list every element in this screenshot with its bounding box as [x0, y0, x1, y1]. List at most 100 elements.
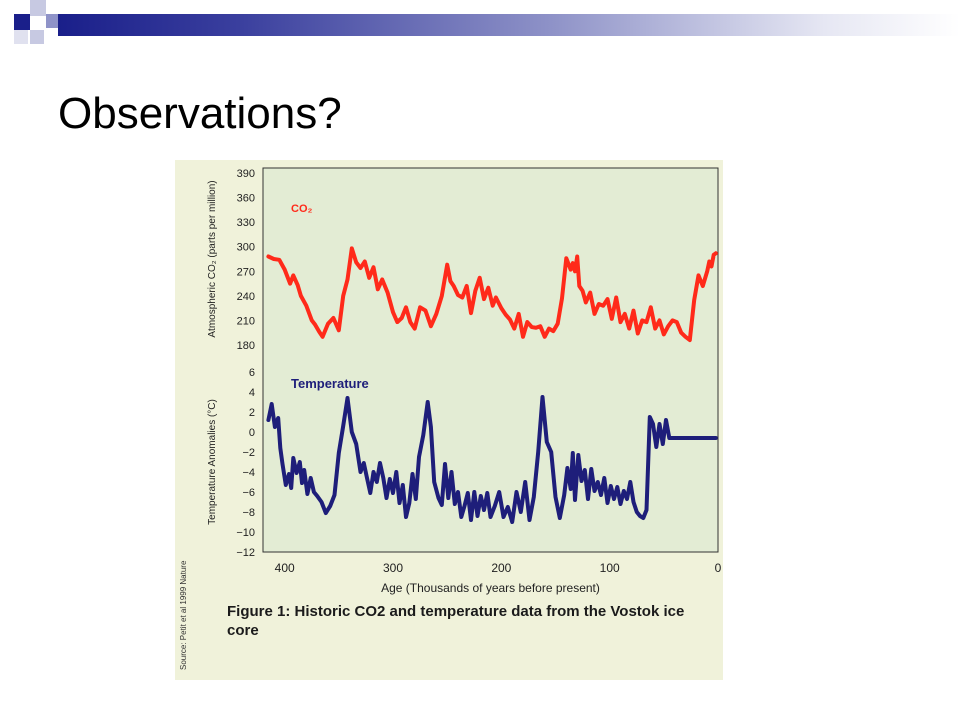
temp-data-point	[501, 515, 506, 519]
temp-data-point	[670, 436, 675, 440]
temp-data-point	[446, 496, 450, 500]
co2-data-point	[543, 335, 547, 339]
temp-data-point	[459, 515, 463, 519]
co2-data-point	[434, 312, 438, 316]
co2-data-point	[313, 322, 317, 327]
temp-data-point	[519, 510, 523, 514]
temp-data-point	[532, 495, 536, 499]
slide-title: Observations?	[58, 89, 342, 138]
corner-square-dark-2	[0, 0, 12, 12]
co2-ytick-label: 180	[237, 340, 255, 352]
temp-data-point	[628, 480, 632, 484]
temp-data-point	[625, 497, 629, 501]
co2-data-point	[521, 335, 525, 339]
co2-data-point	[631, 309, 636, 313]
temp-series-line	[266, 395, 718, 524]
co2-data-point	[534, 326, 538, 330]
header-accent-bar	[58, 14, 960, 36]
xlabel: Age (Thousands of years before present)	[381, 581, 600, 595]
temp-data-point	[579, 479, 584, 483]
co2-data-point	[592, 312, 597, 316]
temp-ytick-label: −8	[242, 507, 255, 519]
co2-data-point	[512, 327, 516, 331]
co2-data-point	[326, 322, 330, 326]
temp-data-point	[432, 480, 436, 484]
co2-data-point	[530, 325, 534, 329]
temp-data-point	[654, 445, 658, 449]
co2-data-point	[277, 258, 281, 262]
temp-data-point	[407, 501, 411, 505]
co2-data-point	[423, 309, 428, 313]
temp-data-point	[278, 446, 282, 450]
temp-data-point	[612, 497, 616, 501]
temp-data-point	[687, 436, 691, 440]
chart-figure: 180 210 240 270 300 330 360 390 Atmospheric CO₂ …	[175, 160, 723, 680]
temp-data-point	[482, 508, 486, 512]
temp-data-point	[324, 511, 328, 515]
co2-data-point	[310, 318, 314, 322]
co2-data-point	[321, 335, 325, 339]
co2-data-point	[494, 295, 498, 300]
temp-data-point	[466, 491, 470, 495]
xtick-label: 100	[600, 561, 620, 575]
temp-data-point	[436, 496, 441, 500]
temp-data-point	[622, 489, 626, 493]
co2-data-point	[653, 327, 657, 331]
temp-data-point	[371, 470, 376, 474]
co2-data-point	[371, 265, 376, 269]
temp-ytick-label: −6	[242, 487, 255, 499]
temp-data-point	[354, 442, 358, 446]
co2-ytick-label: 240	[237, 291, 255, 303]
co2-ytick-label: 360	[237, 193, 255, 205]
temp-data-point	[709, 436, 714, 440]
temp-data-point	[365, 476, 369, 480]
co2-data-point	[504, 313, 508, 317]
temp-data-point	[696, 436, 701, 440]
co2-data-point	[614, 295, 618, 300]
temp-data-point	[562, 493, 566, 497]
co2-data-point	[675, 320, 679, 324]
temp-data-point	[667, 436, 671, 440]
co2-data-point	[482, 297, 486, 301]
co2-data-point	[499, 306, 503, 310]
temp-data-point	[605, 501, 610, 505]
co2-data-point	[440, 294, 444, 298]
co2-data-point	[627, 327, 631, 331]
co2-data-point	[644, 320, 649, 324]
temp-data-point	[362, 461, 366, 465]
temp-data-point	[558, 516, 562, 520]
temp-data-point	[332, 493, 337, 497]
xtick-label: 300	[383, 561, 403, 575]
co2-data-point	[573, 269, 577, 273]
temp-data-point	[714, 436, 718, 440]
co2-data-point	[666, 324, 670, 328]
temp-data-point	[284, 483, 288, 487]
temp-data-point	[569, 487, 573, 491]
co2-data-point	[556, 322, 560, 326]
co2-data-point	[354, 260, 358, 264]
temp-data-point	[394, 470, 398, 474]
temp-data-point	[479, 494, 483, 498]
xtick-label: 200	[491, 561, 511, 575]
temp-ytick-label: 0	[249, 427, 255, 439]
temp-data-point	[440, 503, 444, 507]
co2-ytick-label: 330	[237, 217, 255, 229]
temp-data-point	[510, 520, 514, 524]
temp-data-point	[273, 425, 277, 429]
temp-data-point	[497, 490, 501, 494]
co2-data-point	[380, 277, 384, 282]
temp-data-point	[312, 490, 316, 494]
corner-square-light-1	[30, 0, 46, 16]
co2-data-point	[465, 284, 469, 288]
temp-data-point	[703, 436, 707, 440]
co2-data-point	[517, 312, 521, 316]
temp-data-point	[309, 476, 313, 480]
temp-data-point	[690, 436, 694, 440]
temp-data-point	[651, 422, 655, 426]
temp-data-point	[401, 483, 405, 487]
co2-data-point	[395, 320, 399, 324]
temp-data-point	[641, 516, 645, 520]
temp-data-point	[576, 453, 580, 457]
co2-data-point	[331, 316, 335, 320]
co2-data-point	[337, 328, 341, 332]
